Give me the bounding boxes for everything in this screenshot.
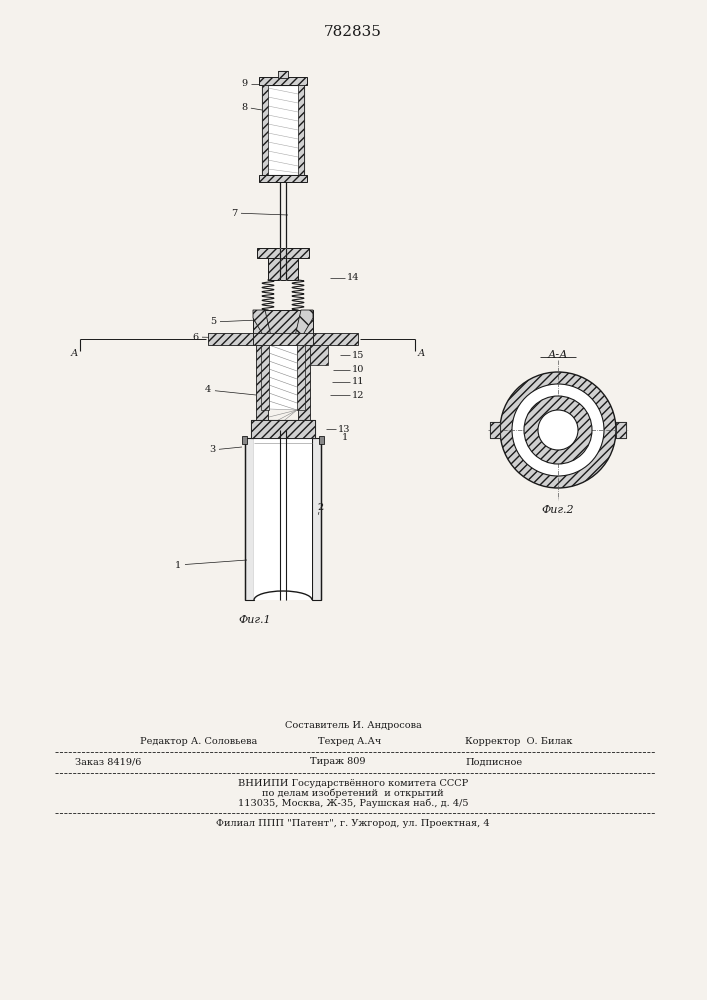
Text: 14: 14 [347, 273, 359, 282]
Text: 11: 11 [352, 377, 365, 386]
Bar [254, 438, 312, 600]
Text: 13: 13 [338, 424, 351, 434]
Bar [257, 248, 309, 258]
Text: 113035, Москва, Ж-35, Раушская наб., д. 4/5: 113035, Москва, Ж-35, Раушская наб., д. … [238, 798, 468, 808]
Text: Редактор А. Соловьева: Редактор А. Соловьева [140, 738, 257, 746]
Text: 1: 1 [175, 560, 181, 570]
Text: Фиг.2: Фиг.2 [542, 505, 574, 515]
Bar [319, 436, 324, 444]
Circle shape [524, 396, 592, 464]
Text: Фиг.1: Фиг.1 [239, 615, 271, 625]
Bar [242, 436, 247, 444]
Text: ВНИИПИ Государствённого комитета СССР: ВНИИПИ Государствённого комитета СССР [238, 778, 468, 788]
Bar [251, 420, 315, 438]
Text: 6: 6 [192, 332, 198, 342]
Text: А: А [417, 349, 425, 358]
Bar [278, 71, 288, 78]
Text: 12: 12 [352, 390, 365, 399]
Bar [616, 422, 626, 438]
Text: по делам изобретений  и открытий: по делам изобретений и открытий [262, 788, 444, 798]
Bar [269, 345, 297, 410]
Text: Составитель И. Андросова: Составитель И. Андросова [285, 722, 421, 730]
Circle shape [538, 410, 578, 450]
Text: 2: 2 [317, 504, 323, 512]
Text: А: А [70, 349, 78, 358]
Text: 7: 7 [231, 209, 237, 218]
Text: 5: 5 [210, 318, 216, 326]
Bar [259, 175, 307, 182]
Bar [268, 258, 298, 280]
Bar [298, 345, 310, 430]
Bar [313, 333, 358, 345]
Bar [262, 85, 304, 175]
Text: 15: 15 [352, 351, 364, 360]
Bar [261, 345, 269, 410]
Bar [245, 438, 254, 600]
Circle shape [500, 372, 616, 488]
Text: 782835: 782835 [324, 25, 382, 39]
Text: Тираж 809: Тираж 809 [310, 758, 366, 766]
Bar [208, 333, 253, 345]
Bar [312, 438, 321, 600]
Bar [310, 345, 328, 365]
Text: Техред А.Ач: Техред А.Ач [318, 738, 381, 746]
Text: 8: 8 [241, 103, 247, 111]
Bar [297, 345, 305, 410]
Text: 10: 10 [352, 365, 364, 374]
Bar [490, 422, 500, 438]
Text: Корректор  О. Билак: Корректор О. Билак [465, 738, 573, 746]
Bar [253, 333, 313, 345]
Bar [490, 422, 500, 438]
Circle shape [512, 384, 604, 476]
Bar [256, 345, 268, 430]
Bar [259, 77, 307, 85]
Bar [616, 422, 626, 438]
Polygon shape [293, 310, 313, 345]
Bar [298, 85, 304, 175]
Text: Заказ 8419/6: Заказ 8419/6 [75, 758, 141, 766]
Text: 1: 1 [342, 434, 349, 442]
Text: Подписное: Подписное [465, 758, 522, 766]
Text: 3: 3 [209, 446, 215, 454]
Bar [251, 420, 315, 438]
Polygon shape [253, 310, 273, 345]
Text: А-А: А-А [548, 350, 568, 360]
Text: Филиал ППП "Патент", г. Ужгород, ул. Проектная, 4: Филиал ППП "Патент", г. Ужгород, ул. Про… [216, 818, 490, 828]
Bar [262, 85, 268, 175]
Text: 9: 9 [241, 80, 247, 89]
Text: 4: 4 [205, 385, 211, 394]
Bar [253, 310, 313, 335]
